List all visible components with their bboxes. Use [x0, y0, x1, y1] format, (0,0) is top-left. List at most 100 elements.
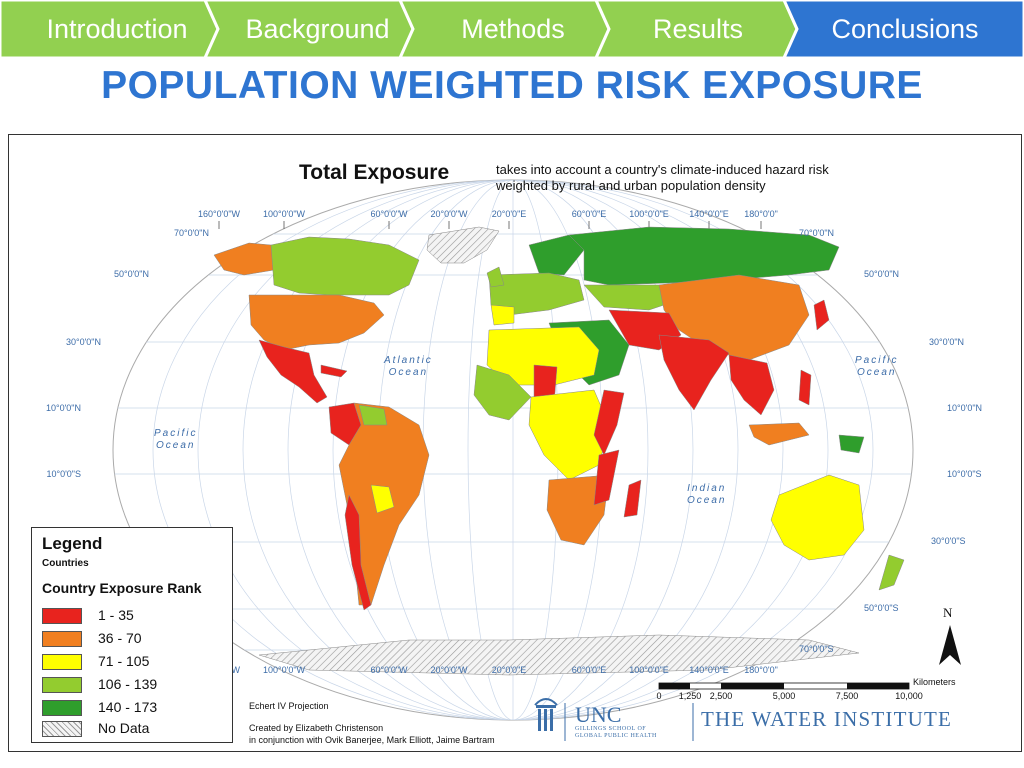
longitude-label-bottom-7: 140°0'0"E	[689, 665, 729, 675]
north-arrow-icon	[939, 625, 961, 665]
country-central-africa[interactable]	[528, 389, 610, 481]
legend-label-140-173: 140 - 173	[98, 699, 158, 715]
credit-note: Created by Elizabeth Christenson in conju…	[249, 723, 495, 745]
longitude-label-top-1: 100°0'0"W	[262, 209, 306, 219]
latitude-label-left-2: 30°0'0"N	[65, 337, 101, 347]
nav-tab-methods[interactable]: Methods	[461, 14, 565, 44]
longitude-label-bottom-6: 100°0'0"E	[629, 665, 669, 675]
map-subtitle: takes into account a country's climate-i…	[496, 162, 829, 193]
country-mozambique[interactable]	[593, 449, 620, 506]
slide-title: POPULATION WEIGHTED RISK EXPOSURE	[101, 64, 923, 107]
country-australia[interactable]	[770, 474, 865, 561]
country-west-africa[interactable]	[473, 364, 532, 421]
scale-label-7500: 7,500	[835, 691, 859, 701]
country-cuba[interactable]	[320, 364, 348, 378]
countries	[213, 226, 905, 676]
longitude-label-bottom-2: 60°0'0"W	[370, 665, 408, 675]
water-institute-logo: THE WATER INSTITUTE	[701, 707, 953, 731]
legend-countries-label: Countries	[42, 558, 89, 569]
legend-label-no-data: No Data	[98, 720, 150, 736]
country-canada[interactable]	[270, 236, 420, 296]
scale-label-1250: 1,250	[678, 691, 702, 701]
nav-tab-introduction[interactable]: Introduction	[46, 14, 188, 44]
country-uk[interactable]	[486, 266, 505, 288]
country-philippines[interactable]	[798, 369, 812, 406]
nav-tab-background[interactable]: Background	[245, 14, 390, 44]
longitude-label-bottom-3: 20°0'0"W	[430, 665, 468, 675]
country-russia[interactable]	[568, 226, 840, 286]
projection-note: Echert IV Projection	[249, 701, 329, 711]
latitude-label-right-3: 10°0'0"N	[947, 403, 983, 413]
world-map	[112, 179, 961, 741]
country-madagascar[interactable]	[623, 479, 642, 518]
legend-item-36-70: 36 - 70	[42, 630, 222, 647]
country-greenland[interactable]	[426, 226, 500, 264]
scale-label-2500: 2,500	[709, 691, 733, 701]
nav-chevron-background[interactable]	[203, 0, 415, 58]
longitude-label-top-3: 20°0'0"W	[430, 209, 468, 219]
country-scandinavia[interactable]	[528, 234, 585, 276]
country-usa[interactable]	[248, 294, 385, 351]
latitude-label-right-1: 50°0'0"N	[864, 269, 900, 279]
legend-item-140-173: 140 - 173	[42, 699, 222, 716]
longitude-label-bottom-4: 20°0'0"E	[491, 665, 527, 675]
country-venezuela[interactable]	[358, 404, 388, 426]
latitude-label-right-7: 70°0'0"S	[799, 644, 834, 654]
legend-swatch-dark-green	[42, 700, 82, 716]
longitude-label-top-0: 160°0'0"W	[197, 209, 241, 219]
legend-swatch-orange	[42, 631, 82, 647]
north-arrow-label: N	[943, 605, 953, 620]
nav-chevron-conclusions[interactable]	[782, 0, 1024, 58]
country-indonesia[interactable]	[748, 422, 810, 446]
country-east-africa[interactable]	[593, 389, 625, 456]
nav-chevron-methods[interactable]	[398, 0, 611, 58]
country-japan[interactable]	[813, 299, 830, 331]
legend-swatch-yellow	[42, 654, 82, 670]
nav-tab-results[interactable]: Results	[652, 14, 744, 44]
legend-label-106-139: 106 - 139	[98, 676, 158, 692]
country-mexico[interactable]	[258, 339, 328, 404]
unc-logo-text: UNC	[575, 702, 622, 727]
legend-swatch-light-green	[42, 677, 82, 693]
scale-label-5000: 5,000	[772, 691, 796, 701]
legend-label-1-35: 1 - 35	[98, 607, 134, 623]
legend-title: Legend	[42, 534, 103, 553]
legend-rank-title: Country Exposure Rank	[42, 580, 202, 596]
longitude-label-bottom-1: 100°0'0"W	[262, 665, 306, 675]
legend-label-36-70: 36 - 70	[98, 630, 142, 646]
latitude-label-right-5: 30°0'0"S	[931, 536, 966, 546]
scale-label-0: 0	[656, 691, 662, 701]
nav-chevron-results[interactable]	[594, 0, 799, 58]
country-southeast-asia[interactable]	[728, 354, 775, 416]
scale-units: Kilometers	[913, 677, 956, 687]
country-india[interactable]	[658, 334, 730, 411]
longitude-label-bottom-5: 60°0'0"E	[571, 665, 607, 675]
latitude-label-right-4: 10°0'0"S	[947, 469, 982, 479]
longitude-label-top-2: 60°0'0"W	[370, 209, 408, 219]
map-title: Total Exposure	[299, 161, 450, 184]
unc-logo-subtext: GILLINGS SCHOOL OF GLOBAL PUBLIC HEALTH	[575, 726, 657, 739]
longitude-label-top-4: 20°0'0"E	[491, 209, 527, 219]
longitude-label-top-7: 140°0'0"E	[689, 209, 729, 219]
country-antarctica[interactable]	[258, 634, 860, 676]
country-chile[interactable]	[344, 494, 372, 611]
ocean-label-atlantic: Atlantic Ocean	[384, 355, 433, 378]
ocean-label-pacific-east: Pacific Ocean	[855, 355, 899, 378]
legend-swatch-red	[42, 608, 82, 624]
latitude-label-left-4: 10°0'0"S	[46, 469, 81, 479]
nav-tab-conclusions[interactable]: Conclusions	[831, 14, 979, 44]
latitude-label-right-2: 30°0'0"N	[929, 337, 965, 347]
ocean-label-pacific-west: Pacific Ocean	[154, 428, 198, 451]
legend-item-71-105: 71 - 105	[42, 653, 222, 670]
country-new-zealand[interactable]	[878, 554, 905, 591]
scale-label-10000: 10,000	[895, 691, 923, 701]
latitude-label-right-6: 50°0'0"S	[864, 603, 899, 613]
country-papua[interactable]	[838, 434, 865, 454]
country-north-africa[interactable]	[486, 326, 600, 386]
legend-label-71-105: 71 - 105	[98, 653, 150, 669]
country-iberia[interactable]	[490, 304, 515, 326]
legend-swatch-hatched	[42, 721, 82, 737]
latitude-label-right-0: 70°0'0"N	[799, 228, 835, 238]
country-bolivia[interactable]	[370, 484, 395, 514]
latitude-label-left-3: 10°0'0"N	[45, 403, 81, 413]
